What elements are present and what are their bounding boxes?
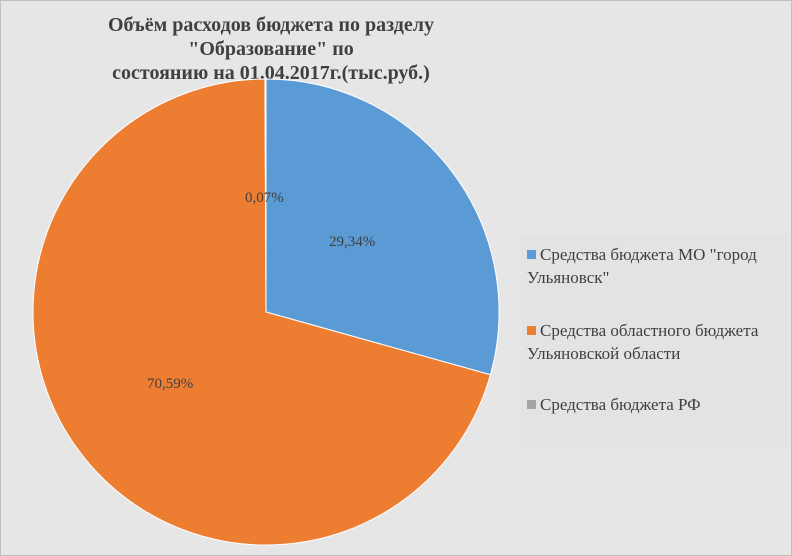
pie-slice-2 [32,78,492,546]
legend-label-federal-line-1: Средства бюджета РФ [540,395,701,414]
chart-title: Объём расходов бюджета по разделу "Образ… [61,13,481,85]
legend-label-regional-line-2: Ульяновской области [527,344,681,363]
data-label-slice-3: 0,07% [245,190,284,206]
legend-item-municipal: Средства бюджета МО "город Ульяновск" [527,243,785,289]
data-label-slice-1: 29,34% [329,234,375,250]
legend-label-regional-line-1: Средства областного бюджета [540,321,759,340]
pie-slice-3 [264,78,267,313]
legend-label-municipal-line-2: Ульяновск" [527,268,610,287]
legend-swatch-regional [527,326,536,335]
legend-item-regional: Средства областного бюджета Ульяновской … [527,319,785,365]
chart-title-line-1: Объём расходов бюджета по разделу "Образ… [107,14,434,60]
pie-slice-1 [265,78,500,376]
pie-slices [32,78,500,546]
legend-label-municipal-line-1: Средства бюджета МО "город [540,245,757,264]
legend-swatch-federal [527,400,536,409]
data-label-slice-2: 70,59% [147,376,193,392]
legend-swatch-municipal [527,250,536,259]
legend-item-federal: Средства бюджета РФ [527,393,785,416]
chart-title-line-2: состоянию на 01.04.2017г.(тыс.руб.) [112,62,430,84]
legend: Средства бюджета МО "город Ульяновск" Ср… [521,234,787,448]
